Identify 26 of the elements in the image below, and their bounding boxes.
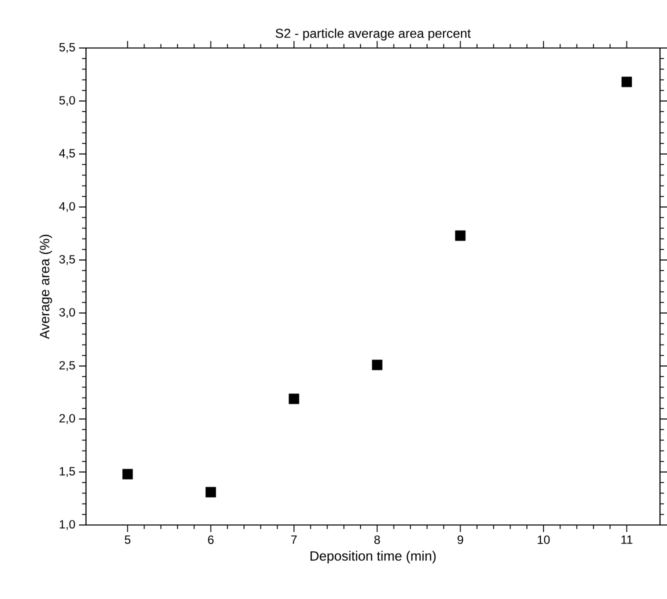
point [455,230,466,241]
y-tick-label: 1,5 [60,467,75,477]
x-tick-label: 8 [374,536,380,544]
point [206,486,216,498]
y-axis-title: Average area (%) [39,234,52,340]
point [122,468,133,480]
y-tick-label: 4,0 [59,202,76,212]
y-tick-label: 3,5 [59,255,75,265]
y-tick-label: 5,5 [59,43,75,53]
y-tick-label: 3,0 [59,308,76,318]
y-tick-label: 2,0 [59,414,76,424]
x-tick-label: 5 [124,536,130,544]
x-tick-label: 10 [538,536,550,544]
point [372,360,382,370]
x-tick-label: 9 [458,536,464,544]
y-tick-label: 4,5 [59,149,75,159]
y-tick-label: 2,5 [59,361,75,371]
x-tick-label: 11 [621,536,632,544]
x-tick-label: 6 [208,536,214,544]
y-tick-label: 5,0 [59,96,76,106]
y-tick-label: 1,0 [60,520,76,530]
x-axis-title: Deposition time (min) [310,550,436,564]
chart-title: S2 - particle average area percent [276,28,471,40]
point [288,394,300,404]
x-tick-label: 7 [291,536,297,544]
point [622,76,632,88]
